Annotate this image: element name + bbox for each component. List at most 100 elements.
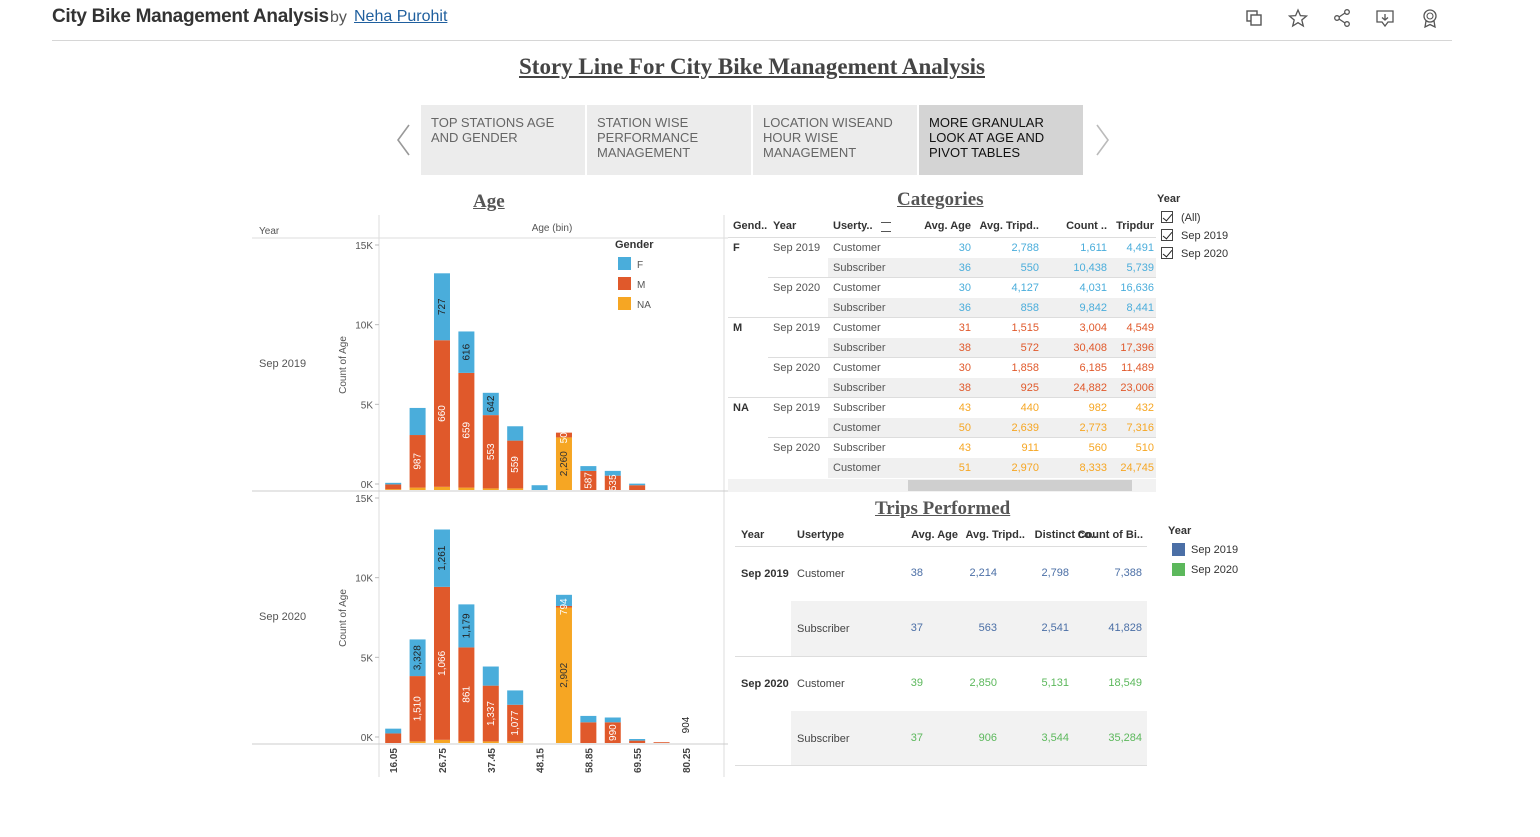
bar-segment-na [507,741,524,743]
count-of-bikes-cell: 18,549 [1108,677,1142,689]
column-header[interactable]: Userty.. [833,220,873,232]
checkbox-checked-icon[interactable] [1161,247,1173,259]
bar-segment-m [409,435,426,488]
distinct-count-cell: 2,798 [1041,567,1069,579]
bar-segment-na [433,739,450,743]
avg-tripduration-cell: 906 [978,732,997,744]
trips-title: Trips Performed [875,498,1011,519]
story-tab-3[interactable]: LOCATION WISEAND HOUR WISE MANAGEMENT [753,105,917,175]
age-panel-1: Sep 2019 Count of Age 15K 10K 5K 0K 987 660 727 6… [252,241,728,492]
bar-segment-f [409,639,426,677]
year-filter-option-sep2020[interactable]: Sep 2020 [1161,247,1241,261]
bar-segment-m [385,733,402,743]
year-cell: Sep 2019 [741,568,789,580]
column-header[interactable]: Usertype [797,529,845,541]
tripduration-cell: 16,636 [1120,282,1154,294]
column-header[interactable]: Avg. Tripd.. [979,220,1040,232]
tripduration-cell: 5,739 [1126,262,1154,274]
column-header[interactable]: Count .. [1066,220,1107,232]
column-header[interactable]: Distinct co.. [1034,529,1097,541]
avg-age-cell: 31 [958,322,971,334]
avg-age-cell: 37 [910,622,923,634]
bar-data-label: 1,337 [486,701,497,726]
column-header[interactable]: Year [773,220,797,232]
row-band [791,711,1147,766]
y-tick-label: 15K [355,241,373,252]
row-band [828,378,1156,398]
bar-segment-m [653,742,670,743]
story-tab-label: TOP STATIONS AGE AND GENDER [431,115,555,145]
bar-data-label: 3,328 [413,645,424,670]
avg-tripduration-cell: 858 [1020,302,1039,314]
bar-segment-f [482,666,499,686]
bar-segment-m [409,676,426,742]
tripduration-cell: 11,489 [1121,362,1154,374]
avg-tripduration-cell: 2,788 [1011,242,1039,254]
story-tab-1[interactable]: TOP STATIONS AGE AND GENDER [421,105,585,175]
age-chart[interactable]: Year Age (bin) Sep 2019 Count of Age 15K 10K 5… [252,215,728,777]
copy-icon[interactable] [1244,8,1266,30]
avg-age-cell: 39 [910,677,923,689]
checkbox-checked-icon[interactable] [1161,229,1173,241]
avg-age-cell: 38 [958,382,971,394]
year-filter-option-sep2019[interactable]: Sep 2019 [1161,229,1241,243]
count-cell: 2,773 [1079,422,1107,434]
sort-icon[interactable] [881,222,891,232]
story-tab-label: STATION WISE PERFORMANCE MANAGEMENT [597,115,699,160]
count-cell: 9,842 [1079,302,1107,314]
story-tab-4[interactable]: MORE GRANULAR LOOK AT AGE AND PIVOT TABL… [919,105,1083,175]
avg-tripduration-cell: 2,970 [1011,462,1039,474]
share-icon[interactable] [1332,8,1354,30]
bar-segment-m [458,647,475,742]
column-header[interactable]: Tripdur [1116,220,1154,232]
scrollbar-thumb[interactable] [908,480,1132,491]
column-header[interactable]: Count of Bi.. [1077,529,1143,541]
row-band [791,601,1147,656]
usertype-cell: Subscriber [797,733,850,745]
legend-title: Gender [615,239,654,251]
column-header[interactable]: Year [741,529,765,541]
award-icon[interactable] [1420,8,1442,30]
tripduration-cell: 8,441 [1126,302,1154,314]
count-cell: 24,882 [1073,382,1107,394]
bar-data-label: 587 [583,472,594,489]
bar-data-label: 642 [486,395,497,412]
row-band [828,338,1156,358]
column-header[interactable]: Avg. Age [924,220,971,232]
legend-swatch-m [618,277,631,290]
bar-data-label: 1,066 [437,650,448,675]
star-icon[interactable] [1287,8,1310,30]
column-header[interactable]: Avg. Age [911,529,958,541]
usertype-cell: Subscriber [833,262,886,274]
avg-tripduration-cell: 4,127 [1011,282,1039,294]
story-next-arrow-icon[interactable] [1092,120,1112,160]
count-cell: 10,438 [1073,262,1107,274]
author-link[interactable]: Neha Purohit [354,8,448,25]
year-cell: Sep 2020 [773,362,821,374]
bar-segment-na [433,486,450,490]
count-of-bikes-cell: 35,284 [1108,732,1142,744]
download-icon[interactable] [1375,8,1397,30]
story-tab-2[interactable]: STATION WISE PERFORMANCE MANAGEMENT [587,105,751,175]
column-header[interactable]: Avg. Tripd.. [965,529,1026,541]
checkbox-checked-icon[interactable] [1161,211,1173,223]
tripduration-cell: 4,549 [1126,322,1154,334]
age-chart-title: Age [473,191,505,212]
gender-cell: F [733,242,740,254]
x-tick-label: 69.55 [633,748,644,773]
avg-age-cell: 37 [910,732,923,744]
avg-tripduration-cell: 2,850 [969,677,997,689]
column-header[interactable]: Gend.. [733,220,768,232]
gender-cell: M [733,322,743,334]
year-filter-option-all[interactable]: (All) [1161,211,1241,225]
panel-year-label: Sep 2020 [259,611,306,623]
avg-tripduration-cell: 440 [1020,402,1039,414]
legend-swatch-sep2020 [1172,563,1185,576]
bar-segment-f [604,470,621,476]
bar-segment-m [458,372,475,488]
story-prev-arrow-icon[interactable] [394,120,414,160]
bar-segment-f [385,482,402,485]
avg-tripduration-cell: 911 [1021,442,1039,454]
by-text: by [330,9,347,26]
tripduration-cell: 510 [1135,442,1154,454]
